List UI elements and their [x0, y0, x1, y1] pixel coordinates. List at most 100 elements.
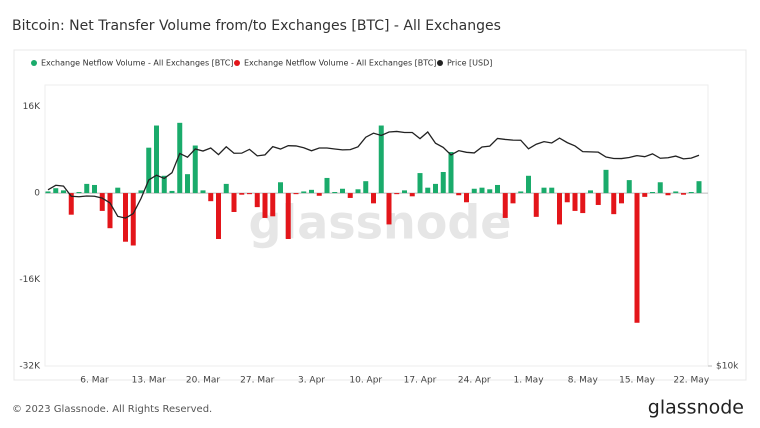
bar	[564, 193, 570, 203]
bar	[115, 187, 121, 194]
bar	[464, 193, 469, 203]
brand-logo: glassnode	[648, 397, 744, 419]
bar	[371, 193, 376, 204]
x-tick-label: 1. May	[513, 376, 544, 386]
bar	[61, 190, 66, 194]
bar	[309, 189, 314, 194]
x-tick-label: 17. Apr	[404, 376, 437, 386]
bar	[278, 182, 283, 194]
legend-label: Exchange Netflow Volume - All Exchanges …	[244, 59, 436, 68]
bar	[479, 187, 485, 194]
bar	[301, 191, 307, 194]
bar	[146, 147, 152, 194]
x-tick-label: 3. Apr	[298, 376, 325, 386]
bar	[324, 177, 330, 194]
bar	[572, 193, 578, 211]
bar	[386, 193, 392, 225]
bar	[619, 193, 624, 204]
bar	[262, 193, 268, 218]
bar	[254, 193, 260, 208]
bar	[440, 172, 446, 194]
bar	[53, 188, 59, 194]
bar	[595, 193, 601, 205]
footer: © 2023 Glassnode. All Rights Reserved.	[12, 404, 212, 415]
legend-marker	[234, 60, 240, 66]
bar	[45, 191, 51, 194]
bar	[247, 193, 252, 195]
bar	[161, 175, 167, 194]
bar	[557, 193, 562, 225]
x-tick-label: 10. Apr	[349, 376, 382, 386]
bar	[495, 184, 500, 194]
bar	[177, 122, 183, 194]
bar	[363, 181, 369, 194]
bar	[355, 189, 361, 194]
bar	[448, 152, 454, 194]
bar	[185, 174, 190, 194]
bar	[642, 193, 648, 197]
plot-frame	[44, 84, 709, 367]
bar	[549, 187, 555, 194]
x-tick-label: 15. May	[619, 376, 655, 386]
y-tick-label: -16K	[19, 275, 41, 285]
bar	[518, 191, 524, 194]
bar	[588, 190, 593, 194]
bar	[285, 193, 291, 240]
bar	[681, 193, 686, 195]
bar	[347, 193, 353, 198]
bar	[231, 193, 237, 212]
bar	[107, 193, 113, 229]
price-line	[47, 130, 700, 219]
x-tick-label: 27. Mar	[240, 376, 274, 386]
y2-tick-label: $10k	[716, 362, 739, 372]
bar	[580, 193, 586, 214]
bar	[332, 191, 338, 194]
bar	[510, 193, 516, 204]
bar	[200, 190, 206, 194]
legend-marker	[437, 60, 443, 66]
bar	[487, 189, 493, 194]
bar	[665, 193, 671, 196]
bar	[138, 190, 144, 194]
watermark: glassnode	[249, 196, 512, 250]
y-tick-label: 16K	[23, 102, 41, 112]
bar	[68, 193, 74, 215]
bar	[216, 193, 221, 240]
bar	[425, 187, 431, 194]
bar	[169, 190, 175, 194]
x-tick-label: 13. Mar	[132, 376, 166, 386]
bar	[223, 183, 229, 194]
bar	[626, 180, 632, 194]
bar	[378, 125, 384, 194]
x-tick-label: 24. Apr	[458, 376, 491, 386]
bar	[340, 188, 345, 194]
bar	[533, 193, 539, 217]
legend-marker	[31, 60, 37, 66]
bar	[650, 191, 655, 194]
bar	[92, 184, 97, 194]
bar	[270, 193, 276, 217]
bar	[192, 145, 198, 194]
bar	[316, 193, 322, 196]
bar	[433, 183, 438, 194]
bar	[76, 191, 82, 194]
bar	[130, 193, 136, 246]
bar	[417, 173, 423, 194]
bar	[409, 193, 415, 197]
x-tick-label: 8. May	[568, 376, 599, 386]
bar	[541, 187, 547, 194]
x-tick-label: 20. Mar	[186, 376, 220, 386]
bar	[208, 193, 214, 202]
bar	[456, 193, 462, 196]
bar	[696, 181, 702, 194]
bar	[99, 193, 105, 211]
bar	[611, 193, 617, 215]
legend-label: Price [USD]	[447, 59, 492, 68]
bar	[239, 193, 245, 195]
y-tick-label: 0	[34, 189, 40, 199]
x-tick-label: 22. May	[673, 376, 709, 386]
bar	[634, 193, 640, 323]
bar	[688, 191, 694, 194]
bar	[526, 175, 531, 194]
